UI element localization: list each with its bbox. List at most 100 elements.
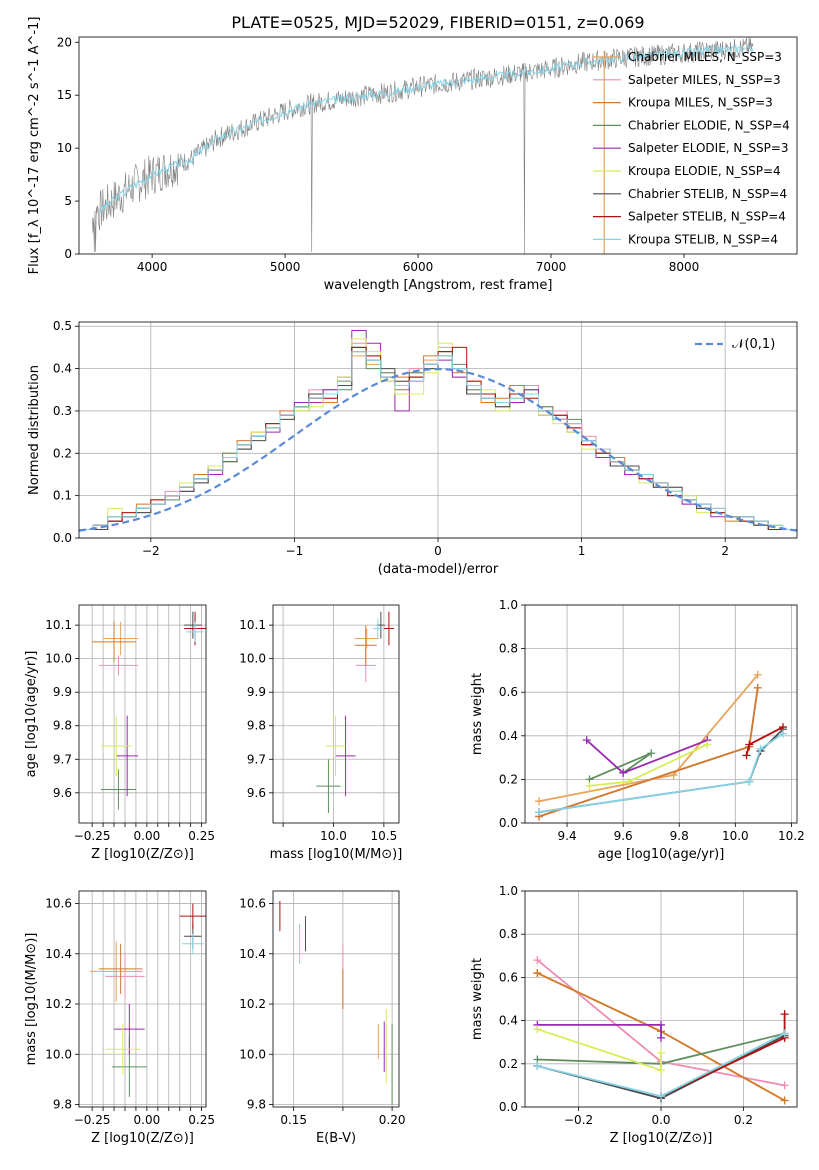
y-tick-label: 10.2 (45, 997, 72, 1011)
weight-marker (585, 781, 594, 790)
legend-label: Chabrier MILES, N_SSP=3 (628, 50, 782, 64)
y-tick-label: 0.6 (499, 970, 518, 984)
y-tick-label: 10.4 (239, 947, 266, 961)
y-tick-label: 1.0 (499, 598, 518, 612)
axes-frame (78, 36, 798, 255)
axes-frame (272, 604, 400, 824)
y-tick-label: 9.8 (53, 719, 72, 733)
panel-6: −0.25 0.00 0.25 9.8 10.0 10.2 10.4 10.6 Z [log10… (24, 890, 215, 1146)
x-axis-label: (data-model)/error (378, 562, 499, 577)
x-tick-label: 0.00 (134, 829, 161, 843)
weight-marker (647, 749, 656, 758)
weight-marker (533, 969, 542, 978)
weight-marker (778, 729, 787, 738)
y-tick-label: 10.4 (45, 947, 72, 961)
y-tick-label: 9.7 (53, 752, 72, 766)
panel-4: 10.0 10.5 9.6 9.7 9.8 9.9 10.0 10.1 mass [log10(… (239, 604, 403, 862)
weight-line (538, 687, 759, 818)
x-tick-label: −2 (142, 544, 160, 558)
y-tick-label: 10.6 (239, 897, 266, 911)
x-tick-label: 1 (578, 544, 586, 558)
y-tick-label: 10.0 (45, 652, 72, 666)
x-axis-label: E(B-V) (316, 1131, 356, 1146)
weight-marker (780, 1010, 789, 1019)
weight-marker (703, 740, 712, 749)
weight-marker (780, 1029, 789, 1038)
axes-frame (524, 604, 798, 824)
legend-label: Kroupa STELIB, N_SSP=4 (628, 232, 778, 246)
x-tick-label: 0.2 (734, 1113, 753, 1127)
y-tick-label: 10.1 (45, 618, 72, 632)
x-tick-label: 2 (721, 544, 729, 558)
legend-label: Salpeter STELIB, N_SSP=4 (628, 210, 786, 224)
weight-marker (745, 777, 754, 786)
x-axis-label: Z [log10(Z/Z⊙)] (91, 1131, 194, 1146)
y-tick-label: 5 (64, 194, 72, 208)
y-tick-label: 9.9 (247, 685, 266, 699)
x-tick-label: 9.4 (558, 829, 577, 843)
y-tick-label: 0.5 (53, 319, 72, 333)
y-tick-label: 0.2 (53, 446, 72, 460)
x-tick-label: 0 (434, 544, 442, 558)
panel-7: 0.15 0.20 9.8 10.0 10.2 10.4 10.6 E(B-V) (239, 890, 406, 1146)
x-tick-label: −1 (286, 544, 304, 558)
weight-marker (657, 1066, 665, 1075)
weight-marker (753, 683, 762, 692)
weight-line (538, 732, 784, 813)
model-spectrum (98, 43, 754, 214)
y-tick-label: 9.6 (53, 786, 72, 800)
normal-curve (78, 367, 798, 532)
x-tick-label: 10.0 (320, 829, 347, 843)
y-tick-label: 0.8 (499, 927, 518, 941)
y-tick-label: 10.0 (239, 1047, 266, 1061)
y-axis-label: mass [log10(M/M⊙)] (24, 933, 39, 1066)
y-axis-label: mass weight (470, 673, 485, 755)
x-tick-label: 0.00 (134, 1113, 161, 1127)
weight-marker (756, 744, 765, 753)
x-axis-label: age [log10(age/yr)] (598, 847, 725, 862)
legend-label: Chabrier ELODIE, N_SSP=4 (628, 118, 790, 132)
weight-marker (657, 1033, 665, 1042)
x-tick-label: −0.2 (564, 1113, 593, 1127)
weight-marker (533, 1025, 542, 1034)
y-axis-label: age [log10(age/yr)] (24, 651, 39, 778)
weight-marker (533, 1061, 542, 1070)
x-tick-label: −0.25 (74, 1113, 111, 1127)
x-tick-label: 10.2 (778, 829, 805, 843)
x-tick-label: 0.20 (379, 1113, 406, 1127)
x-axis-label: wavelength [Angstrom, rest frame] (324, 278, 553, 293)
y-tick-label: 0.6 (499, 685, 518, 699)
y-tick-label: 0 (64, 247, 72, 261)
axes-frame (78, 321, 798, 539)
weight-marker (657, 1092, 665, 1101)
legend-label: 𝒩(0,1) (732, 337, 775, 352)
axes-frame (78, 604, 207, 824)
legend-label: Kroupa ELODIE, N_SSP=4 (628, 164, 781, 178)
y-tick-label: 0.0 (499, 816, 518, 830)
x-axis-label: mass [log10(M/M⊙)] (270, 847, 403, 862)
x-tick-label: 7000 (536, 260, 567, 274)
legend-label: Chabrier STELIB, N_SSP=4 (628, 187, 787, 201)
x-tick-label: 5000 (270, 260, 301, 274)
weight-marker (624, 777, 633, 786)
legend-label: Salpeter ELODIE, N_SSP=3 (628, 141, 789, 155)
panel-2: −2 −1 0 1 2 0.0 0.1 0.2 0.3 0.4 0.5 (data-model)/er… (27, 319, 798, 577)
y-tick-label: 10.2 (239, 997, 266, 1011)
weight-marker (745, 740, 754, 749)
y-tick-label: 0.0 (499, 1100, 518, 1114)
panel-1: 4000 5000 6000 7000 8000 0 5 10 15 20 wavelength [… (27, 17, 798, 293)
weight-line (538, 728, 784, 813)
y-tick-label: 0.8 (499, 642, 518, 656)
y-tick-label: 9.8 (247, 719, 266, 733)
weight-marker (535, 797, 544, 806)
axes-frame (524, 890, 798, 1108)
panel-5: 9.4 9.6 9.8 10.0 10.2 0.0 0.2 0.4 0.6 0.8 1.0 age [… (470, 598, 805, 862)
y-axis-label: Flux [f_λ 10^-17 erg cm^-2 s^-1 A^-1] (27, 17, 42, 275)
x-tick-label: 9.8 (670, 829, 689, 843)
legend-label: Salpeter MILES, N_SSP=3 (628, 73, 781, 87)
weight-marker (535, 808, 544, 817)
y-tick-label: 0.4 (499, 1014, 518, 1028)
weight-marker (533, 956, 542, 965)
x-tick-label: 0.25 (188, 829, 215, 843)
